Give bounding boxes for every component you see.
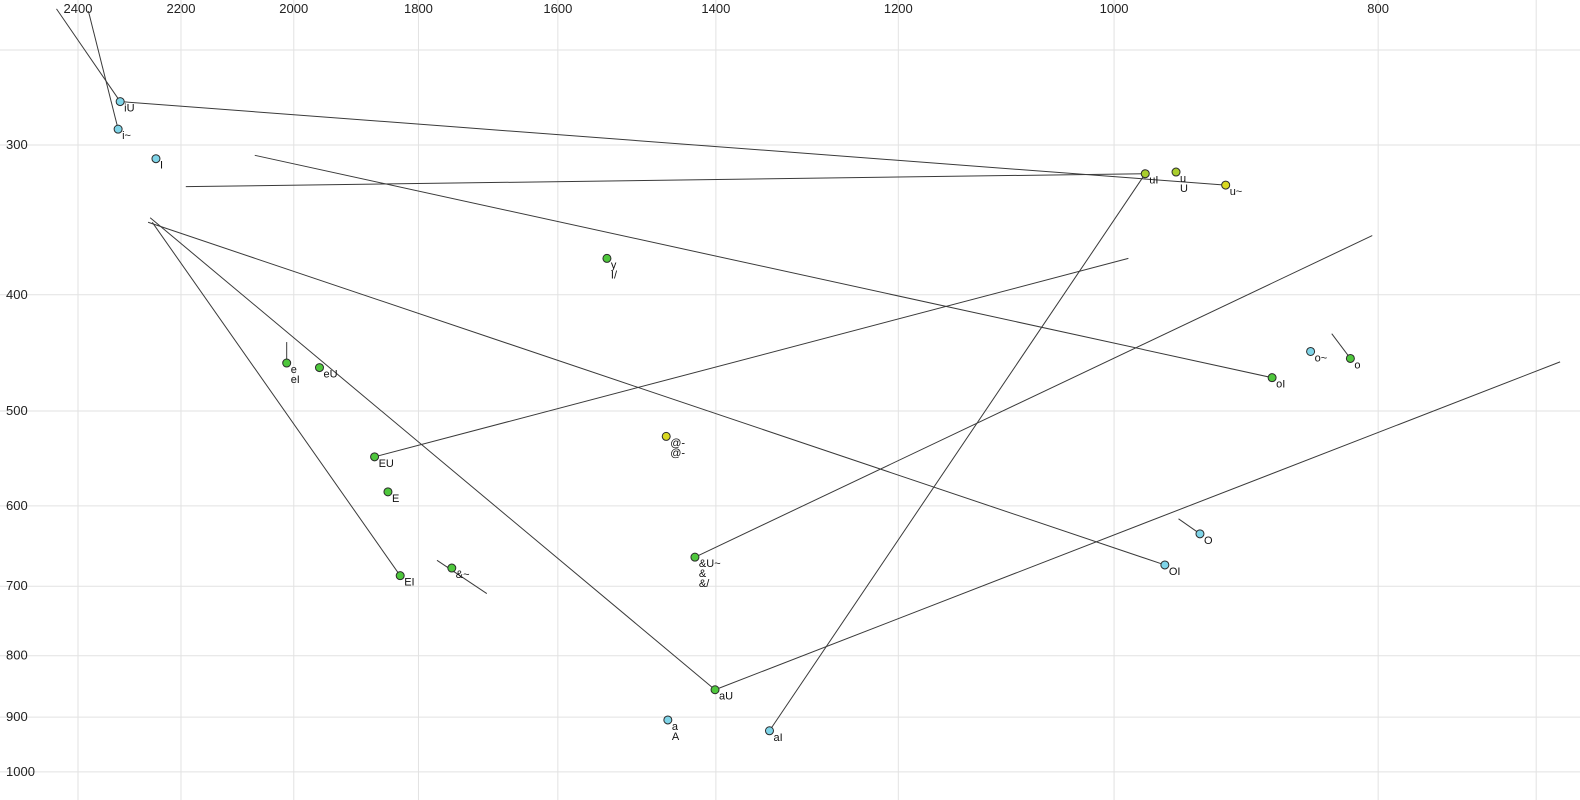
data-point-label: aU <box>719 691 733 703</box>
data-point-label: i~ <box>122 130 131 142</box>
connector-line <box>120 101 1226 186</box>
x-axis-tick-label: 1600 <box>543 1 572 16</box>
data-point-label: u~ <box>1230 186 1243 198</box>
connector-line <box>714 361 1561 691</box>
data-point <box>602 253 612 263</box>
data-point-label: @- <box>670 447 685 459</box>
connector-line <box>185 173 1146 188</box>
data-point-label: O <box>1204 535 1213 547</box>
connector-line <box>1331 333 1351 359</box>
data-point <box>1221 180 1231 190</box>
data-point <box>151 154 161 164</box>
data-point-label: OI <box>1169 566 1181 578</box>
data-point-label: E <box>392 493 399 505</box>
y-axis-tick-label: 300 <box>6 137 28 152</box>
x-axis-tick-label: 1000 <box>1100 1 1129 16</box>
data-point <box>1345 353 1355 363</box>
data-point <box>710 685 720 695</box>
data-point-label: U <box>1180 183 1188 195</box>
data-point-label: e <box>291 364 297 376</box>
x-axis-tick-label: 2000 <box>279 1 308 16</box>
data-point-label: &~ <box>456 569 470 581</box>
data-point-label: eU <box>323 369 337 381</box>
connector-line <box>147 221 1166 566</box>
y-axis-tick-label: 700 <box>6 578 28 593</box>
connector-line <box>374 257 1129 458</box>
x-axis-tick-label: 2200 <box>167 1 196 16</box>
data-point <box>661 431 671 441</box>
data-point-label: uI <box>1149 175 1158 187</box>
x-axis-tick-label: 2400 <box>64 1 93 16</box>
data-point <box>113 124 123 134</box>
connector-line <box>254 154 1273 379</box>
y-axis-tick-label: 1000 <box>6 764 35 779</box>
data-point <box>764 726 774 736</box>
data-point <box>1267 373 1277 383</box>
data-point-label: iU <box>124 103 134 115</box>
data-point <box>1195 529 1205 539</box>
data-point <box>1160 560 1170 570</box>
x-axis-tick-label: 800 <box>1367 1 1389 16</box>
connector-line <box>436 559 488 595</box>
connector-line <box>769 173 1146 732</box>
data-point <box>395 571 405 581</box>
data-point-label: u <box>1180 173 1186 185</box>
connector-line <box>87 11 119 130</box>
y-axis-tick-label: 600 <box>6 498 28 513</box>
connector-line <box>149 217 716 691</box>
data-point-label: I/ <box>611 269 618 281</box>
data-point-label: &U~ <box>699 558 721 570</box>
data-point <box>383 487 393 497</box>
data-point-label: &/ <box>699 578 710 590</box>
data-point <box>314 363 324 373</box>
data-point <box>690 552 700 562</box>
y-axis-tick-label: 900 <box>6 709 28 724</box>
data-point-label: EI <box>404 577 414 589</box>
data-point <box>1140 169 1150 179</box>
data-point-label: o <box>1354 359 1360 371</box>
data-point <box>115 97 125 107</box>
data-point <box>663 715 673 725</box>
y-axis-tick-label: 400 <box>6 287 28 302</box>
data-point-label: oI <box>1276 379 1285 391</box>
data-point-label: I <box>160 160 163 172</box>
x-axis-tick-label: 1400 <box>701 1 730 16</box>
data-point <box>1171 167 1181 177</box>
data-point <box>282 358 292 368</box>
data-point-label: y <box>611 259 617 271</box>
x-axis-tick-label: 1800 <box>404 1 433 16</box>
y-axis-tick-label: 800 <box>6 648 28 663</box>
data-point-label: o~ <box>1315 352 1328 364</box>
y-axis-tick-label: 500 <box>6 403 28 418</box>
data-point-label: A <box>672 731 680 743</box>
data-point-label: eI <box>291 374 300 386</box>
connector-line <box>151 221 401 576</box>
connector-line <box>56 8 121 102</box>
data-point-label: EU <box>379 458 394 470</box>
data-point <box>447 563 457 573</box>
x-axis-tick-label: 1200 <box>884 1 913 16</box>
data-point-label: aI <box>773 732 782 744</box>
data-point <box>370 452 380 462</box>
data-point-label: a <box>672 721 679 733</box>
data-point-label: @- <box>670 437 685 449</box>
data-point-label: & <box>699 568 707 580</box>
data-point <box>1306 346 1316 356</box>
connector-line <box>694 235 1373 558</box>
